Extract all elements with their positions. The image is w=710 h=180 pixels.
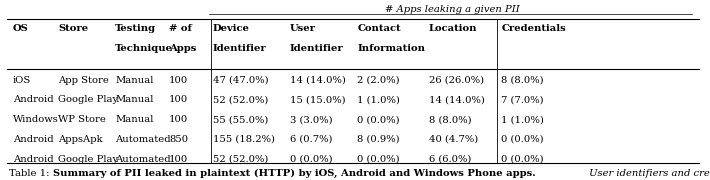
Text: 3 (3.0%): 3 (3.0%) (290, 115, 332, 124)
Text: Credentials: Credentials (501, 24, 566, 33)
Text: 0 (0.0%): 0 (0.0%) (290, 155, 332, 164)
Text: 0 (0.0%): 0 (0.0%) (357, 115, 400, 124)
Text: 6 (6.0%): 6 (6.0%) (429, 155, 471, 164)
Text: User identifiers and credentials are: User identifiers and credentials are (586, 169, 710, 178)
Text: Information: Information (357, 44, 425, 53)
Text: 100: 100 (169, 76, 188, 85)
Text: 1 (1.0%): 1 (1.0%) (501, 115, 544, 124)
Text: 14 (14.0%): 14 (14.0%) (429, 95, 485, 104)
Text: Android: Android (13, 95, 53, 104)
Text: 14 (14.0%): 14 (14.0%) (290, 76, 346, 85)
Text: 52 (52.0%): 52 (52.0%) (213, 95, 268, 104)
Text: 8 (8.0%): 8 (8.0%) (429, 115, 471, 124)
Text: iOS: iOS (13, 76, 31, 85)
Text: User: User (290, 24, 316, 33)
Text: Identifier: Identifier (290, 44, 344, 53)
Text: 6 (0.7%): 6 (0.7%) (290, 135, 332, 144)
Text: 8 (8.0%): 8 (8.0%) (501, 76, 544, 85)
Text: Automated: Automated (115, 155, 170, 164)
Text: Manual: Manual (115, 76, 153, 85)
Text: App Store: App Store (58, 76, 109, 85)
Text: 155 (18.2%): 155 (18.2%) (213, 135, 275, 144)
Text: 100: 100 (169, 115, 188, 124)
Text: Google Play: Google Play (58, 155, 119, 164)
Text: 100: 100 (169, 155, 188, 164)
Text: 850: 850 (169, 135, 188, 144)
Text: Table 1:: Table 1: (9, 169, 52, 178)
Text: Contact: Contact (357, 24, 400, 33)
Text: 55 (55.0%): 55 (55.0%) (213, 115, 268, 124)
Text: 47 (47.0%): 47 (47.0%) (213, 76, 268, 85)
Text: 8 (0.9%): 8 (0.9%) (357, 135, 400, 144)
Text: Summary of PII leaked in plaintext (HTTP) by iOS, Android and Windows Phone apps: Summary of PII leaked in plaintext (HTTP… (53, 169, 536, 178)
Text: Manual: Manual (115, 95, 153, 104)
Text: 7 (7.0%): 7 (7.0%) (501, 95, 544, 104)
Text: Testing: Testing (115, 24, 156, 33)
Text: Store: Store (58, 24, 88, 33)
Text: Google Play: Google Play (58, 95, 119, 104)
Text: Windows: Windows (13, 115, 58, 124)
Text: OS: OS (13, 24, 28, 33)
Text: 0 (0.0%): 0 (0.0%) (501, 135, 544, 144)
Text: 52 (52.0%): 52 (52.0%) (213, 155, 268, 164)
Text: Automated: Automated (115, 135, 170, 144)
Text: 40 (4.7%): 40 (4.7%) (429, 135, 478, 144)
Text: Apps: Apps (169, 44, 197, 53)
Text: Android: Android (13, 135, 53, 144)
Text: AppsApk: AppsApk (58, 135, 103, 144)
Text: 0 (0.0%): 0 (0.0%) (501, 155, 544, 164)
Text: Manual: Manual (115, 115, 153, 124)
Text: Android: Android (13, 155, 53, 164)
Text: 1 (1.0%): 1 (1.0%) (357, 95, 400, 104)
Text: 2 (2.0%): 2 (2.0%) (357, 76, 400, 85)
Text: 26 (26.0%): 26 (26.0%) (429, 76, 484, 85)
Text: 100: 100 (169, 95, 188, 104)
Text: 15 (15.0%): 15 (15.0%) (290, 95, 345, 104)
Text: # of: # of (169, 24, 192, 33)
Text: WP Store: WP Store (58, 115, 106, 124)
Text: 0 (0.0%): 0 (0.0%) (357, 155, 400, 164)
Text: # Apps leaking a given PII: # Apps leaking a given PII (386, 5, 520, 14)
Text: Technique: Technique (115, 44, 173, 53)
Text: Location: Location (429, 24, 477, 33)
Text: Identifier: Identifier (213, 44, 267, 53)
Text: Device: Device (213, 24, 250, 33)
